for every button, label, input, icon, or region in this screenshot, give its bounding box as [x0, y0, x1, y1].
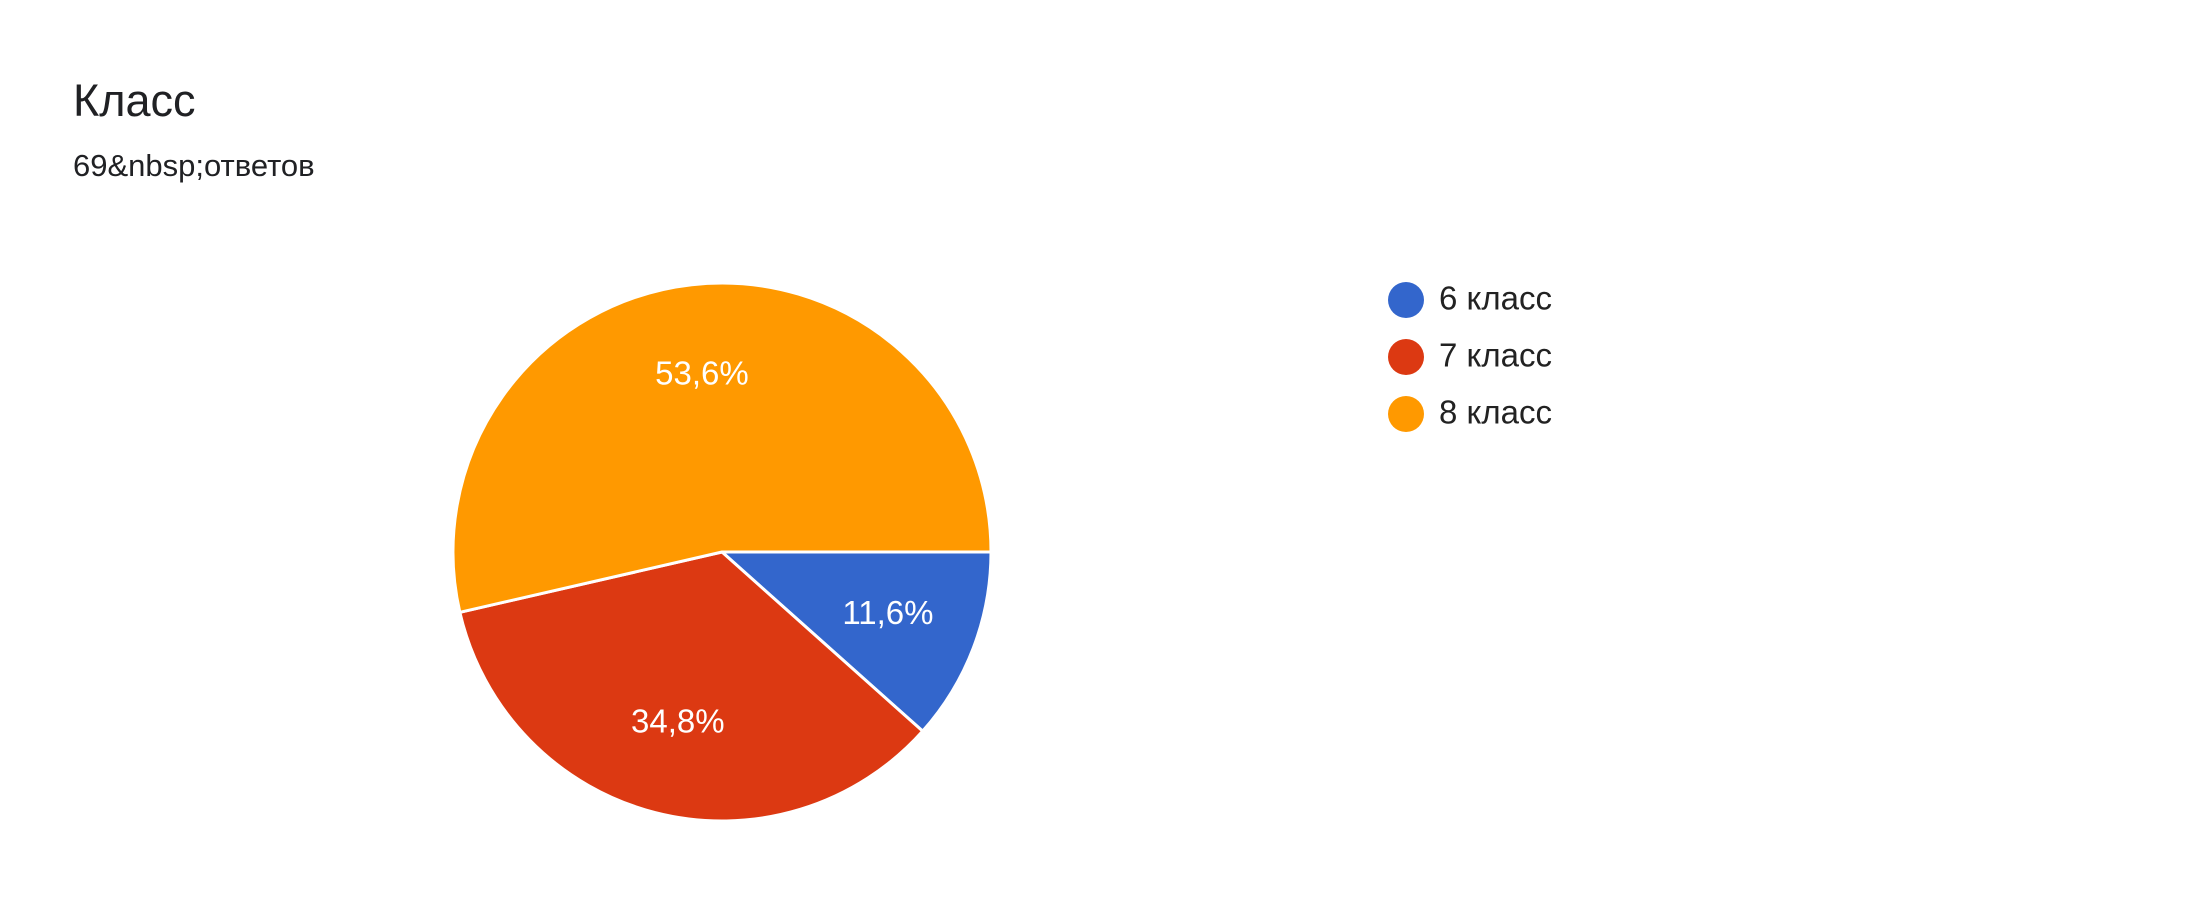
pie-slice [458, 550, 925, 823]
legend-label: 8 класс [1439, 394, 1552, 431]
pie-slice [718, 550, 993, 734]
legend-marker [1388, 396, 1424, 432]
slice-label: 53,6% [655, 354, 749, 391]
chart-subtitle: 69&nbsp;ответов [73, 148, 315, 183]
legend-label: 6 класс [1439, 280, 1552, 317]
slice-label: 11,6% [842, 594, 933, 631]
legend-marker [1388, 339, 1424, 375]
legend-label: 7 класс [1439, 337, 1552, 374]
pie-slice [451, 281, 993, 615]
chart-title: Класс [73, 75, 196, 126]
legend-marker [1388, 282, 1424, 318]
slice-label: 34,8% [631, 703, 725, 740]
